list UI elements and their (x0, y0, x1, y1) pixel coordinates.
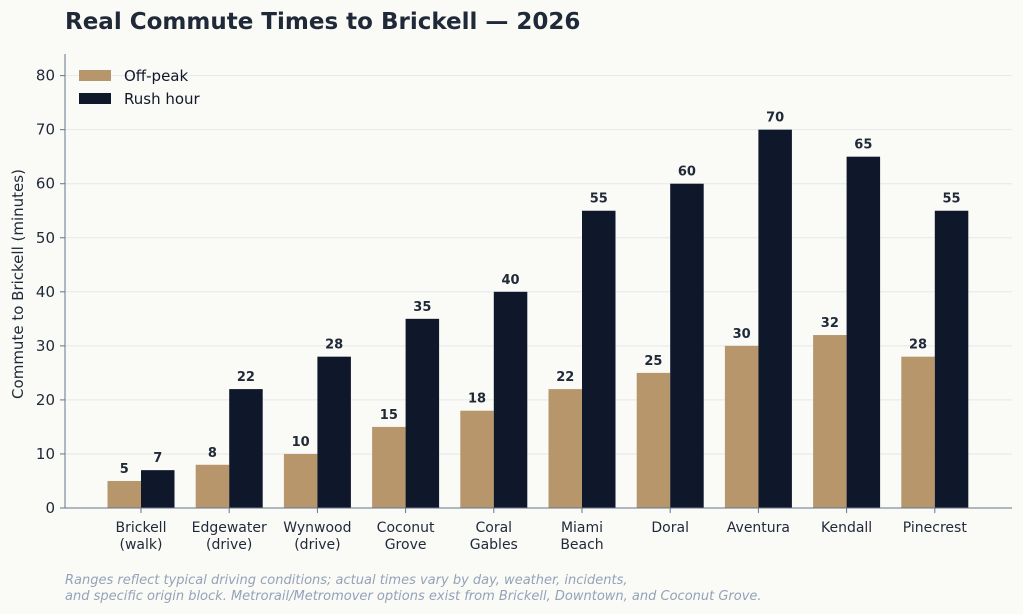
bar-off-peak (724, 345, 759, 508)
data-label: 25 (644, 354, 662, 369)
y-tick-label: 70 (36, 121, 55, 139)
bar-off-peak (372, 426, 406, 508)
legend-label-rush-hour: Rush hour (124, 90, 201, 108)
x-tick-label: Coral Gables (470, 520, 518, 553)
y-tick-label: 0 (45, 499, 55, 517)
bar-rush-hour (229, 389, 263, 508)
x-tick-label: Coconut Grove (377, 520, 435, 553)
x-tick-label: Pinecrest (903, 520, 968, 536)
legend-swatch-rush-hour (79, 93, 111, 104)
chart-title: Real Commute Times to Brickell — 2026 (65, 9, 580, 35)
bar-rush-hour (758, 129, 792, 508)
y-tick-label: 40 (36, 283, 55, 301)
bars (107, 129, 969, 508)
bar-off-peak (636, 372, 671, 508)
legend-label-off-peak: Off-peak (124, 67, 188, 85)
x-tick-label: Doral (651, 520, 689, 536)
y-axis-label: Commute to Brickell (minutes) (9, 169, 27, 399)
data-label: 30 (733, 327, 751, 342)
data-label: 70 (766, 111, 784, 126)
bar-rush-hour (670, 183, 704, 508)
y-tick-label: 60 (36, 175, 55, 193)
x-tick-labels: Brickell (walk) Edgewater (drive) Wynwood (dr… (116, 520, 968, 553)
bar-off-peak (901, 356, 935, 508)
bar-rush-hour (582, 210, 616, 508)
footnote-line: Ranges reflect typical driving condition… (65, 573, 628, 588)
x-tick-label: Miami Beach (560, 520, 603, 553)
data-label: 32 (821, 316, 839, 331)
bar-off-peak (548, 389, 582, 508)
y-tick-label: 30 (36, 337, 55, 355)
footnote: Ranges reflect typical driving condition… (65, 573, 762, 604)
bar-off-peak (107, 480, 141, 508)
data-label: 55 (590, 192, 608, 207)
data-label: 8 (208, 446, 217, 461)
data-label: 10 (292, 435, 310, 450)
data-labels: 5 7 8 22 10 28 15 35 18 40 22 55 25 60 30 70 32 65 28 55 (120, 111, 961, 477)
data-label: 22 (556, 370, 574, 385)
bar-rush-hour (493, 291, 528, 508)
data-label: 55 (943, 192, 961, 207)
legend: Off-peak Rush hour (79, 67, 201, 108)
bar-off-peak (195, 464, 230, 508)
data-label: 15 (380, 408, 398, 423)
x-tick-label: Wynwood (drive) (283, 520, 351, 553)
data-label: 28 (909, 338, 927, 353)
gridlines (65, 75, 1012, 509)
bar-off-peak (460, 410, 494, 508)
bar-off-peak (813, 335, 847, 508)
footnote-line: and specific origin block. Metrorail/Met… (65, 589, 762, 604)
y-tick-label: 20 (36, 391, 55, 409)
y-tick-label: 80 (36, 67, 55, 85)
data-label: 22 (237, 370, 255, 385)
y-tick-label: 10 (36, 445, 55, 463)
x-tick-label: Edgewater (drive) (192, 520, 267, 553)
x-tick-label: Brickell (walk) (116, 520, 167, 553)
data-label: 5 (120, 462, 129, 477)
x-tick-label: Kendall (821, 520, 872, 536)
data-label: 40 (502, 273, 520, 288)
bar-rush-hour (317, 356, 351, 508)
data-label: 60 (678, 165, 696, 180)
y-tick-label: 50 (36, 229, 55, 247)
data-label: 28 (325, 338, 343, 353)
data-label: 18 (468, 392, 486, 407)
y-tick-labels: 0 10 20 30 40 50 60 70 80 (36, 67, 55, 517)
bar-rush-hour (934, 210, 969, 508)
data-label: 35 (413, 300, 431, 315)
bar-rush-hour (405, 318, 440, 508)
x-tick-label: Aventura (727, 520, 790, 536)
bar-off-peak (283, 453, 318, 508)
data-label: 7 (153, 451, 162, 466)
legend-swatch-off-peak (79, 70, 111, 81)
axes (60, 54, 1012, 513)
data-label: 65 (854, 138, 872, 153)
bar-rush-hour (846, 156, 881, 508)
bar-rush-hour (141, 470, 175, 508)
